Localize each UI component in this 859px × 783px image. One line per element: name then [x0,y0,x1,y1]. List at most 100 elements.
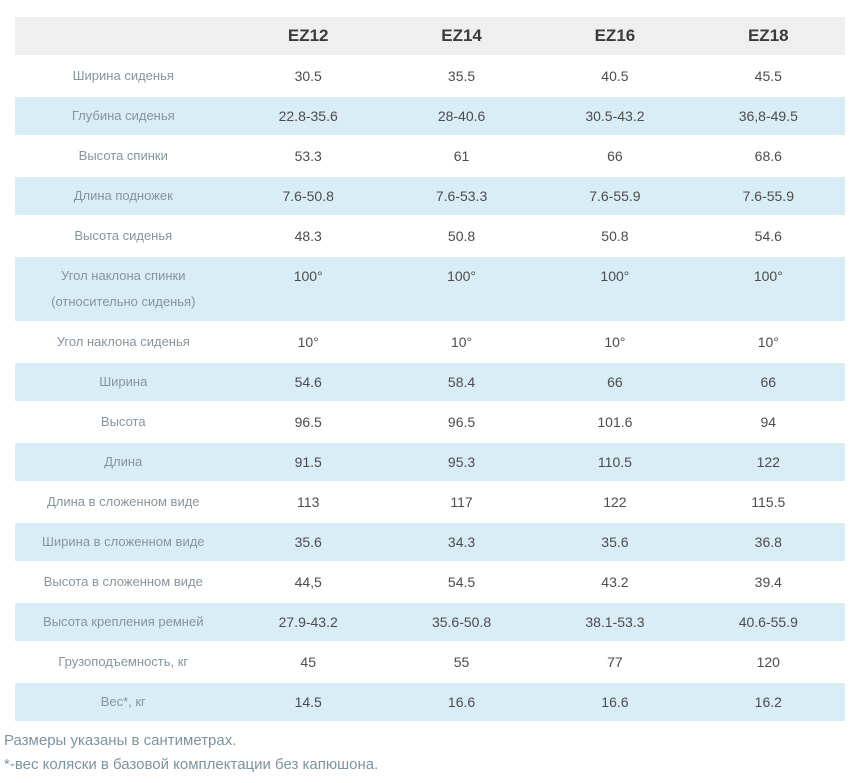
table-row: Ширина 54.6 58.4 66 66 [15,363,845,403]
value-cell: 100° [691,257,845,323]
row-label: Ширина сиденья [15,57,232,97]
value-cell: 16.2 [691,683,845,723]
value-cell: 45.5 [691,57,845,97]
table-row: Высота 96.5 96.5 101.6 94 [15,403,845,443]
value-cell: 10° [384,323,539,363]
row-label: Высота в сложенном виде [15,563,232,603]
value-cell: 40.6-55.9 [691,603,845,643]
table-head: EZ12 EZ14 EZ16 EZ18 [15,17,845,57]
table-row: Ширина сиденья 30.5 35.5 40.5 45.5 [15,57,845,97]
table-row: Грузоподъемность, кг 45 55 77 120 [15,643,845,683]
table-row: Длина подножек 7.6-50.8 7.6-53.3 7.6-55.9 7.… [15,177,845,217]
value-cell: 40.5 [538,57,692,97]
value-cell: 66 [538,363,692,403]
value-cell: 58.4 [384,363,539,403]
value-cell: 7.6-55.9 [691,177,845,217]
value-cell: 7.6-53.3 [384,177,539,217]
stroller-specs-table: EZ12 EZ14 EZ16 EZ18 Ширина сиденья 30.5 35.5 4… [15,17,845,723]
row-label: Высота [15,403,232,443]
column-header: EZ16 [538,17,692,57]
table-row: Угол наклона спинки (относительно сидень… [15,257,845,323]
value-cell: 43.2 [538,563,692,603]
table-row: Глубина сиденья 22.8-35.6 28-40.6 30.5-43.2… [15,97,845,137]
column-header: EZ18 [691,17,845,57]
column-header: EZ12 [231,17,385,57]
value-cell: 30.5 [231,57,385,97]
value-cell: 10° [538,323,692,363]
footnotes: Размеры указаны в сантиметрах. *-вес кол… [4,729,845,777]
value-cell: 117 [384,483,539,523]
row-label: Угол наклона сиденья [15,323,232,363]
value-cell: 54.6 [231,363,385,403]
table-row: Ширина в сложенном виде 35.6 34.3 35.6 36.8 [15,523,845,563]
value-cell: 53.3 [231,137,385,177]
footnote-units: Размеры указаны в сантиметрах. [4,732,237,749]
column-header: EZ14 [384,17,539,57]
value-cell: 35.6 [538,523,692,563]
value-cell: 39.4 [691,563,845,603]
row-label: Угол наклона спинки (относительно сидень… [15,257,232,323]
row-label: Глубина сиденья [15,97,232,137]
value-cell: 101.6 [538,403,692,443]
value-cell: 54.6 [691,217,845,257]
row-label: Высота сиденья [15,217,232,257]
value-cell: 45 [231,643,385,683]
header-row: EZ12 EZ14 EZ16 EZ18 [15,17,845,57]
table-row: Угол наклона сиденья 10° 10° 10° 10° [15,323,845,363]
table-row: Высота сиденья 48.3 50.8 50.8 54.6 [15,217,845,257]
value-cell: 35.5 [384,57,539,97]
row-label: Грузоподъемность, кг [15,643,232,683]
value-cell: 77 [538,643,692,683]
value-cell: 27.9-43.2 [231,603,385,643]
value-cell: 14.5 [231,683,385,723]
value-cell: 28-40.6 [384,97,539,137]
row-label: Высота крепления ремней [15,603,232,643]
value-cell: 16.6 [538,683,692,723]
value-cell: 36,8-49.5 [691,97,845,137]
value-cell: 68.6 [691,137,845,177]
value-cell: 50.8 [538,217,692,257]
value-cell: 100° [384,257,539,323]
value-cell: 55 [384,643,539,683]
value-cell: 30.5-43.2 [538,97,692,137]
value-cell: 96.5 [384,403,539,443]
table-row: Высота в сложенном виде 44,5 54.5 43.2 39.4 [15,563,845,603]
value-cell: 50.8 [384,217,539,257]
row-label: Ширина в сложенном виде [15,523,232,563]
value-cell: 122 [691,443,845,483]
value-cell: 35.6-50.8 [384,603,539,643]
value-cell: 22.8-35.6 [231,97,385,137]
row-label: Длина подножек [15,177,232,217]
value-cell: 110.5 [538,443,692,483]
value-cell: 34.3 [384,523,539,563]
value-cell: 48.3 [231,217,385,257]
value-cell: 61 [384,137,539,177]
row-label: Высота спинки [15,137,232,177]
table-row: Длина 91.5 95.3 110.5 122 [15,443,845,483]
value-cell: 100° [538,257,692,323]
value-cell: 38.1-53.3 [538,603,692,643]
row-label: Длина [15,443,232,483]
value-cell: 10° [691,323,845,363]
value-cell: 115.5 [691,483,845,523]
value-cell: 44,5 [231,563,385,603]
value-cell: 120 [691,643,845,683]
value-cell: 54.5 [384,563,539,603]
footnote-weight: *-вес коляски в базовой комплектации без… [4,756,379,773]
corner-cell [15,17,232,57]
table-row: Длина в сложенном виде 113 117 122 115.5 [15,483,845,523]
value-cell: 36.8 [691,523,845,563]
value-cell: 35.6 [231,523,385,563]
value-cell: 96.5 [231,403,385,443]
value-cell: 66 [691,363,845,403]
row-label: Ширина [15,363,232,403]
table-row: Высота спинки 53.3 61 66 68.6 [15,137,845,177]
value-cell: 122 [538,483,692,523]
value-cell: 94 [691,403,845,443]
table-row: Вес*, кг 14.5 16.6 16.6 16.2 [15,683,845,723]
table-row: Высота крепления ремней 27.9-43.2 35.6-50.… [15,603,845,643]
value-cell: 95.3 [384,443,539,483]
value-cell: 91.5 [231,443,385,483]
value-cell: 113 [231,483,385,523]
